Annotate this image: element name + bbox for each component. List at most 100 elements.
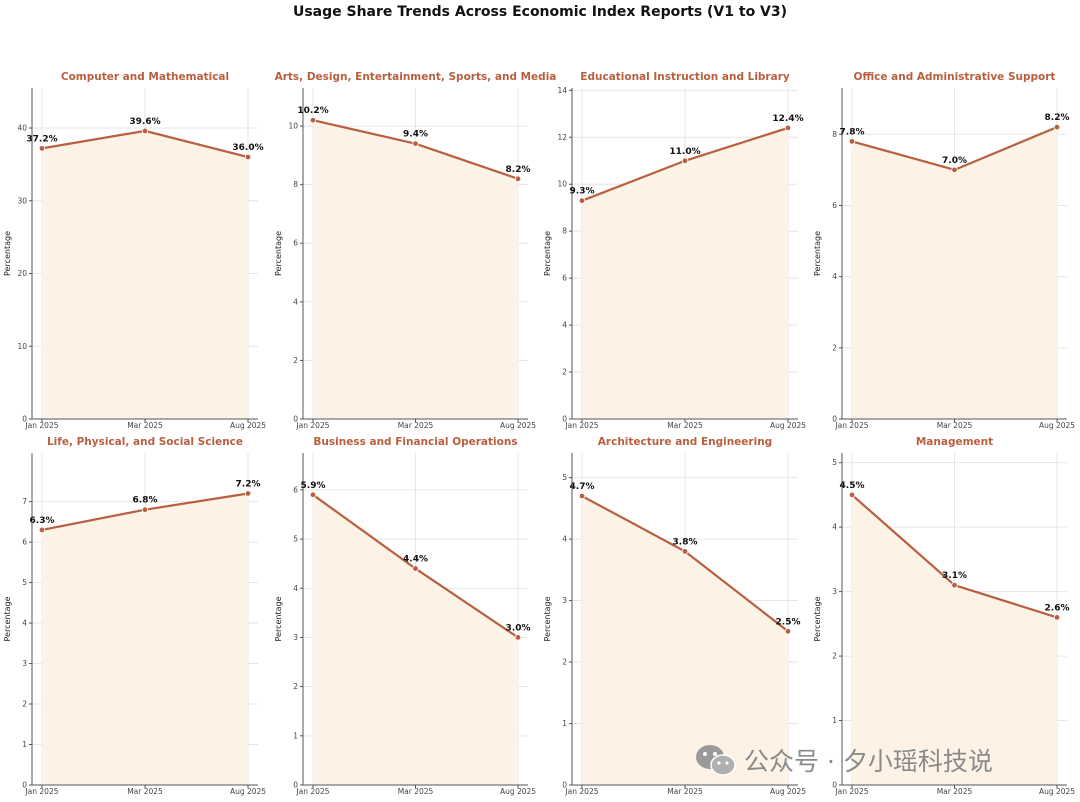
data-point [784, 124, 792, 132]
data-point [848, 491, 856, 499]
panel-title: Architecture and Engineering [598, 436, 772, 448]
data-label: 12.4% [772, 114, 803, 124]
chart-panel-3: Educational Instruction and Library 0 2 4 6 8… [543, 71, 806, 430]
y-tick-label: 10 [557, 180, 567, 189]
data-label: 7.0% [942, 156, 967, 166]
x-tick-label: Mar 2025 [937, 787, 973, 796]
y-tick-label: 0 [22, 781, 27, 790]
y-tick-label: 12 [557, 133, 567, 142]
series-area [313, 120, 518, 419]
series-area [42, 493, 248, 785]
data-label: 6.8% [133, 496, 158, 506]
y-tick-label: 7 [22, 497, 27, 506]
data-point [514, 175, 522, 183]
x-tick-label: Aug 2025 [500, 421, 536, 430]
data-label: 9.3% [570, 187, 595, 197]
x-tick-label: Aug 2025 [500, 787, 536, 796]
data-point [38, 145, 46, 152]
chart-panel-6: Business and Financial Operations 0 1 2 3 4 5 6… [274, 436, 536, 796]
panel-title: Management [916, 436, 993, 448]
series-area [313, 494, 518, 785]
data-point [951, 166, 958, 174]
chart-panel-2: Arts, Design, Entertainment, Sports, and… [274, 71, 556, 430]
y-tick-label: 3 [22, 659, 27, 668]
data-point [309, 117, 317, 124]
series-area [582, 127, 788, 419]
x-tick-label: Jan 2025 [295, 421, 329, 430]
y-tick-label: 2 [293, 682, 298, 691]
watermark: 公众号 · 夕小瑶科技说 [694, 736, 993, 784]
y-tick-label: 2 [562, 658, 567, 667]
data-label: 39.6% [129, 117, 160, 127]
chart-panel-4: Office and Administrative Support 0 2 4 6 8 Ja… [813, 71, 1075, 430]
x-tick-label: Jan 2025 [834, 421, 868, 430]
chart-panel-5: Life, Physical, and Social Science 0 1 2 3 4 5… [3, 436, 266, 796]
data-point [848, 138, 856, 145]
x-tick-label: Aug 2025 [1039, 787, 1075, 796]
y-axis-label: Percentage [3, 231, 12, 276]
y-tick-label: 6 [562, 274, 567, 283]
data-label: 10.2% [297, 106, 328, 116]
y-tick-label: 0 [22, 415, 27, 424]
x-tick-label: Aug 2025 [1039, 421, 1075, 430]
y-tick-label: 40 [17, 124, 27, 133]
y-tick-label: 10 [288, 122, 298, 131]
data-label: 4.7% [570, 482, 595, 492]
y-tick-label: 20 [17, 269, 27, 278]
series-area [852, 127, 1057, 419]
series-area [42, 130, 248, 419]
y-tick-label: 1 [832, 716, 837, 725]
panel-title: Computer and Mathematical [61, 71, 229, 83]
data-point [309, 491, 317, 499]
data-point [244, 153, 252, 161]
y-tick-label: 6 [293, 239, 298, 248]
data-label: 11.0% [669, 147, 700, 157]
panel-title: Educational Instruction and Library [580, 71, 790, 83]
y-tick-label: 30 [17, 196, 27, 205]
data-point [1053, 123, 1061, 131]
data-point [141, 127, 149, 135]
y-tick-label: 4 [832, 272, 837, 281]
data-label: 7.8% [840, 127, 865, 137]
data-label: 37.2% [26, 134, 57, 144]
y-tick-label: 14 [557, 86, 567, 95]
x-tick-label: Mar 2025 [398, 421, 434, 430]
y-tick-label: 0 [293, 415, 298, 424]
y-tick-label: 8 [832, 130, 837, 139]
y-tick-label: 1 [293, 731, 298, 740]
panel-title: Business and Financial Operations [313, 436, 517, 448]
panel-title: Arts, Design, Entertainment, Sports, and… [275, 71, 557, 83]
data-label: 8.2% [506, 165, 531, 175]
data-point [681, 157, 689, 164]
data-point [784, 628, 792, 635]
chart-panel-7: Architecture and Engineering 0 1 2 3 4 5 Jan 20… [543, 436, 806, 796]
data-label: 3.0% [506, 623, 531, 633]
data-label: 4.5% [840, 481, 865, 491]
data-point [244, 490, 252, 497]
x-tick-label: Mar 2025 [667, 787, 703, 796]
y-tick-label: 5 [832, 458, 837, 467]
x-tick-label: Mar 2025 [127, 421, 163, 430]
x-tick-label: Mar 2025 [398, 787, 434, 796]
watermark-text: 公众号 · 夕小瑶科技说 [744, 747, 993, 776]
y-tick-label: 1 [562, 719, 567, 728]
y-tick-label: 2 [832, 343, 837, 352]
data-point [578, 492, 586, 500]
y-axis-label: Percentage [3, 596, 12, 641]
data-point [681, 548, 689, 555]
y-tick-label: 3 [832, 587, 837, 596]
y-tick-label: 0 [562, 415, 567, 424]
x-tick-label: Jan 2025 [24, 421, 58, 430]
y-tick-label: 4 [562, 321, 567, 330]
y-tick-label: 2 [832, 652, 837, 661]
y-tick-label: 0 [293, 781, 298, 790]
y-axis-label: Percentage [543, 596, 552, 641]
data-label: 6.3% [30, 516, 55, 526]
y-tick-label: 3 [293, 633, 298, 642]
x-tick-label: Aug 2025 [770, 421, 806, 430]
data-point [578, 197, 586, 204]
y-tick-label: 6 [832, 201, 837, 210]
y-tick-label: 2 [293, 356, 298, 365]
data-label: 2.5% [776, 617, 801, 627]
